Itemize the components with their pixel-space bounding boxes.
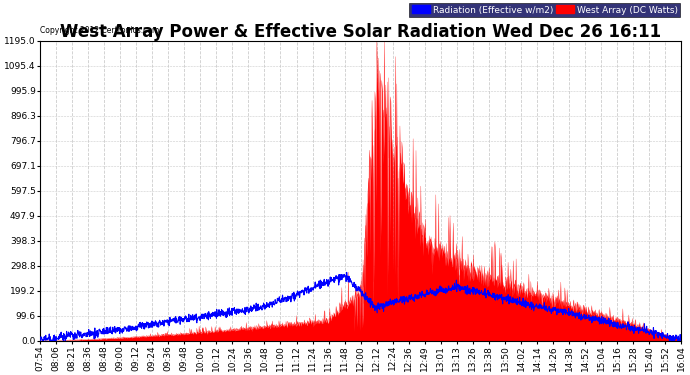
Text: Copyright 2012 Certronics.com: Copyright 2012 Certronics.com <box>40 26 159 35</box>
Legend: Radiation (Effective w/m2), West Array (DC Watts): Radiation (Effective w/m2), West Array (… <box>409 3 680 17</box>
Title: West Array Power & Effective Solar Radiation Wed Dec 26 16:11: West Array Power & Effective Solar Radia… <box>60 22 661 40</box>
